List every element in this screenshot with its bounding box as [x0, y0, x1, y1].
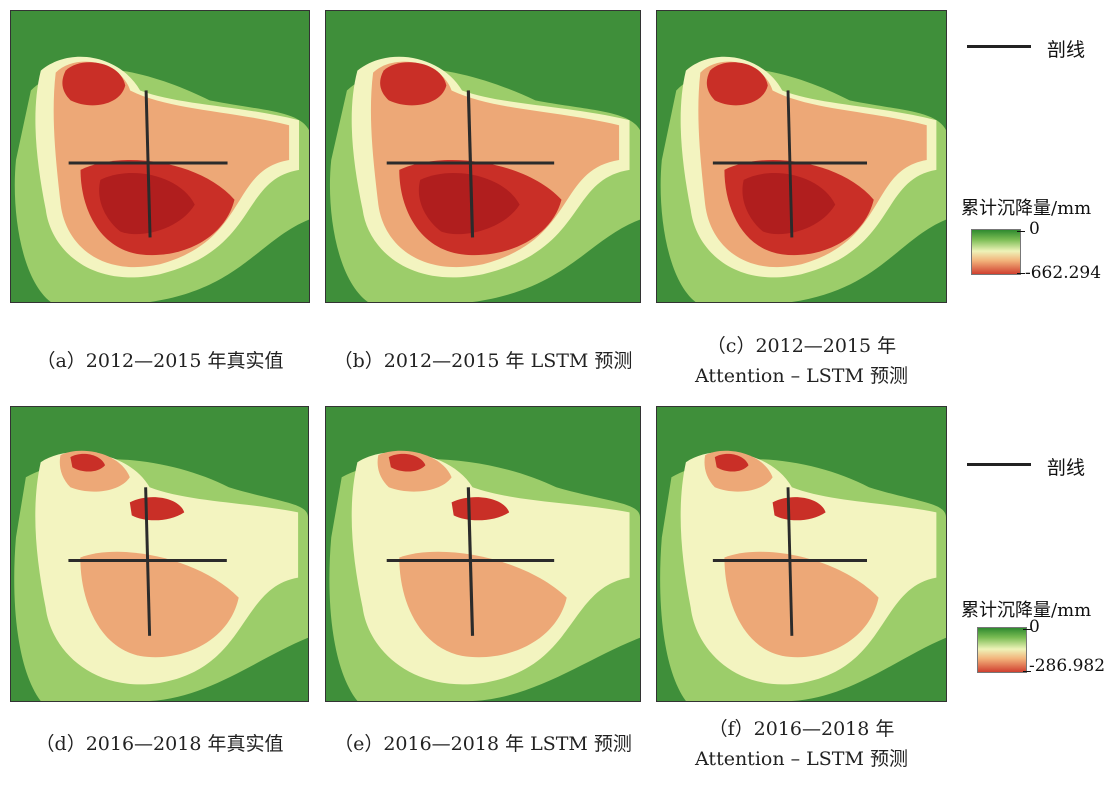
map-panel-c	[656, 10, 947, 303]
ramp-tick-max	[1023, 629, 1031, 630]
map-panel-f	[656, 406, 947, 702]
caption-c: （c）2012—2015 年 Attention – LSTM 预测	[656, 331, 947, 391]
ramp-max-label: 0	[1029, 219, 1040, 239]
subsidence-map-e	[326, 407, 640, 701]
dark-red-core	[742, 172, 836, 235]
legend-bottom: 剖线 累计沉降量/mm 0 -286.982	[955, 400, 1115, 710]
profile-line-vertical	[466, 487, 475, 636]
orange-zone-center	[80, 551, 239, 658]
profile-line-symbol	[967, 463, 1031, 466]
profile-line-vertical	[466, 90, 475, 238]
caption-a: （a）2012—2015 年真实值	[10, 346, 310, 376]
red-spot-east	[129, 497, 185, 521]
caption-b: （b）2012—2015 年 LSTM 预测	[325, 346, 641, 376]
orange-zone-center	[399, 551, 567, 658]
subsidence-map-b	[326, 11, 640, 302]
caption-c-line2: Attention – LSTM 预测	[695, 365, 908, 387]
legend-top: 剖线 累计沉降量/mm 0 -662.294	[955, 0, 1115, 310]
red-spot-east	[451, 497, 510, 521]
profile-line-vertical	[786, 487, 794, 636]
caption-b-line1: （b）2012—2015 年 LSTM 预测	[333, 350, 633, 372]
profile-line-vertical	[786, 90, 794, 238]
legend-title: 累计沉降量/mm	[961, 198, 1092, 219]
caption-d: （d）2016—2018 年真实值	[10, 729, 309, 759]
red-zone-north	[706, 62, 768, 106]
red-zone-north	[62, 62, 126, 106]
profile-line-label: 剖线	[1047, 457, 1086, 479]
legend-title: 累计沉降量/mm	[961, 600, 1092, 621]
color-ramp	[971, 229, 1021, 275]
map-panel-a	[10, 10, 310, 303]
subsidence-map-f	[657, 407, 946, 701]
profile-line-symbol	[967, 45, 1031, 48]
profile-line-vertical	[144, 487, 152, 636]
caption-f-line2: Attention – LSTM 预测	[695, 748, 908, 770]
caption-d-line1: （d）2016—2018 年真实值	[35, 733, 284, 755]
ramp-max-label: 0	[1029, 617, 1040, 637]
map-panel-b	[325, 10, 641, 303]
map-panel-e	[325, 406, 641, 702]
dark-red-core	[418, 172, 520, 235]
ramp-tick-min	[1023, 671, 1031, 672]
ramp-min-label: -286.982	[1029, 656, 1106, 676]
red-spot-north	[70, 453, 106, 472]
caption-c-line1: （c）2012—2015 年	[706, 335, 897, 357]
red-spot-north	[388, 453, 426, 472]
profile-line-vertical	[144, 90, 152, 238]
caption-f: （f）2016—2018 年 Attention – LSTM 预测	[656, 714, 947, 774]
ramp-min-label: -662.294	[1025, 263, 1102, 283]
map-panel-d	[10, 406, 309, 702]
caption-e-line1: （e）2016—2018 年 LSTM 预测	[334, 733, 632, 755]
subsidence-map-c	[657, 11, 946, 302]
ramp-tick-min	[1017, 273, 1025, 274]
red-zone-north	[380, 62, 447, 106]
caption-e: （e）2016—2018 年 LSTM 预测	[325, 729, 641, 759]
caption-a-line1: （a）2012—2015 年真实值	[36, 350, 284, 372]
orange-zone-center	[724, 551, 879, 658]
color-ramp	[977, 627, 1027, 673]
ramp-tick-max	[1017, 231, 1025, 232]
dark-red-core	[99, 172, 195, 235]
subsidence-map-a	[11, 11, 309, 302]
red-spot-east	[772, 497, 826, 521]
subsidence-map-d	[11, 407, 308, 701]
profile-line-label: 剖线	[1047, 39, 1086, 61]
caption-f-line1: （f）2016—2018 年	[708, 718, 895, 740]
red-spot-north	[714, 453, 749, 472]
